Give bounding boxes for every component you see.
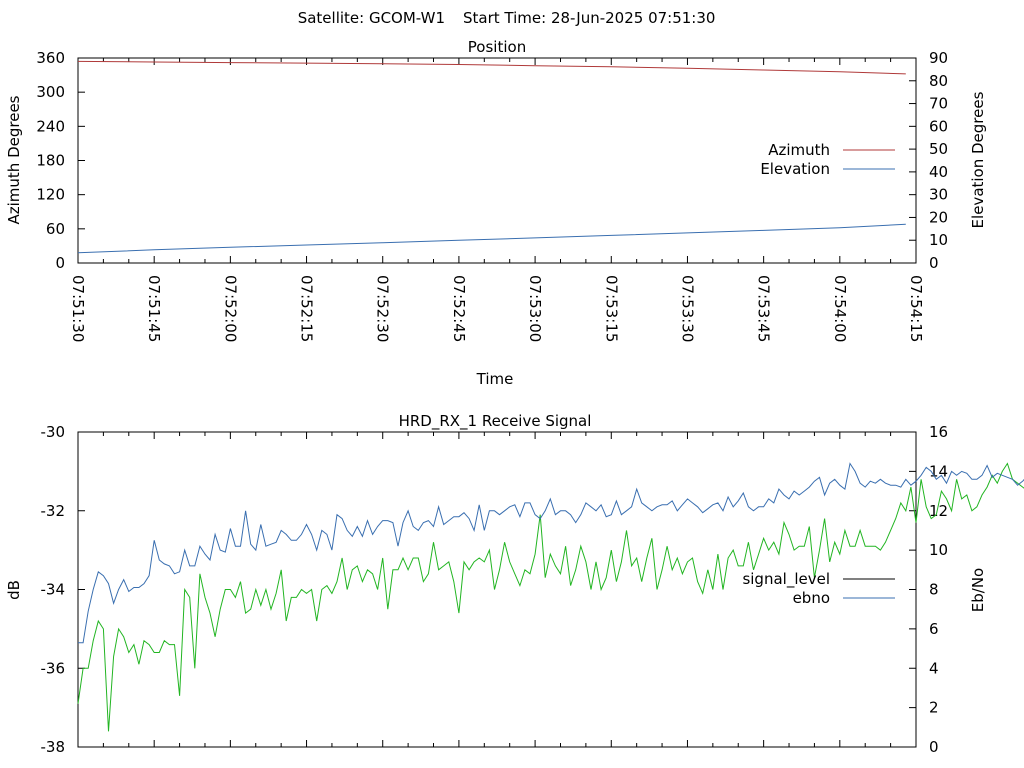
y-tick-label: 120 <box>36 186 65 204</box>
y2-tick-label: 2 <box>929 699 939 717</box>
series-line-signal-level <box>77 462 1024 732</box>
receive-signal-chart: HRD_RX_1 Receive Signal dB Eb/No -38 -36 -… <box>5 412 1024 756</box>
y2-tick-label: 40 <box>929 163 948 181</box>
start-time-label: Start Time: 28-Jun-2025 07:51:30 <box>463 9 715 27</box>
y2-tick-label: 90 <box>929 49 948 67</box>
y2-tick-label: 20 <box>929 208 948 226</box>
elevation-axis-label: Elevation Degrees <box>969 91 987 228</box>
y2-tick-label: 10 <box>929 541 948 559</box>
y2-tick-label: 80 <box>929 72 948 90</box>
y-tick-label: 180 <box>36 152 65 170</box>
x-tick-label: 07:52:00 <box>221 275 239 342</box>
y2-tick-label: 70 <box>929 95 948 113</box>
y-tick-label: 60 <box>46 220 65 238</box>
receive-signal-chart-title: HRD_RX_1 Receive Signal <box>399 412 592 431</box>
x-tick-label: 07:54:00 <box>831 275 849 342</box>
y-tick-label: -38 <box>41 738 66 756</box>
x-tick-label: 07:53:45 <box>755 275 773 342</box>
legend-label: ebno <box>793 589 830 607</box>
y-tick-label: -34 <box>41 581 66 599</box>
y2-tick-label: 8 <box>929 581 939 599</box>
x-tick-label: 07:51:45 <box>145 275 163 342</box>
x-tick-label: 07:52:45 <box>450 275 468 342</box>
x-tick-label: 07:53:15 <box>602 275 620 342</box>
x-tick-label: 07:51:30 <box>69 275 87 342</box>
azimuth-axis-label: Azimuth Degrees <box>5 95 23 224</box>
y-tick-label: 300 <box>36 83 65 101</box>
x-tick-label: 07:53:30 <box>678 275 696 342</box>
x-tick-label: 07:54:15 <box>907 275 925 342</box>
y2-tick-label: 4 <box>929 659 939 677</box>
position-chart-title: Position <box>468 38 526 56</box>
y2-tick-label: 30 <box>929 186 948 204</box>
x-tick-label: 07:52:30 <box>374 275 392 342</box>
satellite-label: Satellite: GCOM-W1 <box>298 9 445 27</box>
y-tick-label: 0 <box>55 254 65 272</box>
position-chart: Position Azimuth Degrees Elevation Degre… <box>5 38 987 388</box>
x-tick-label: 07:52:15 <box>298 275 316 342</box>
y2-tick-label: 12 <box>929 502 948 520</box>
time-axis-label: Time <box>476 370 514 388</box>
y-tick-label: 360 <box>36 49 65 67</box>
y-tick-label: -32 <box>41 502 66 520</box>
legend-label: Azimuth <box>768 141 830 159</box>
ebno-axis-label: Eb/No <box>969 568 987 612</box>
series-line-ebno <box>78 462 1024 644</box>
x-tick-label: 07:53:00 <box>526 275 544 342</box>
y-tick-label: -36 <box>41 659 66 677</box>
db-axis-label: dB <box>5 580 23 600</box>
y2-tick-label: 0 <box>929 254 939 272</box>
y-tick-label: 240 <box>36 117 65 135</box>
y2-tick-label: 10 <box>929 231 948 249</box>
y-tick-label: -30 <box>41 423 66 441</box>
series-line-elevation <box>77 223 906 254</box>
y2-tick-label: 16 <box>929 423 948 441</box>
y2-tick-label: 6 <box>929 620 939 638</box>
legend-label: Elevation <box>760 160 830 178</box>
y2-tick-label: 0 <box>929 738 939 756</box>
y2-tick-label: 50 <box>929 140 948 158</box>
legend-label: signal_level <box>742 570 830 589</box>
series-line-azimuth <box>77 60 906 75</box>
y2-tick-label: 60 <box>929 117 948 135</box>
